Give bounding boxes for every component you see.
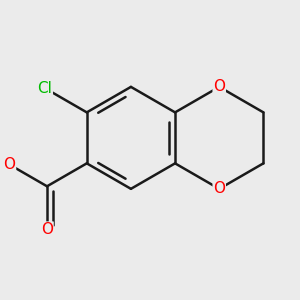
Text: O: O	[41, 222, 53, 237]
Text: Cl: Cl	[38, 81, 52, 96]
Text: O: O	[213, 80, 225, 94]
Text: O: O	[4, 157, 16, 172]
Text: O: O	[213, 181, 225, 196]
